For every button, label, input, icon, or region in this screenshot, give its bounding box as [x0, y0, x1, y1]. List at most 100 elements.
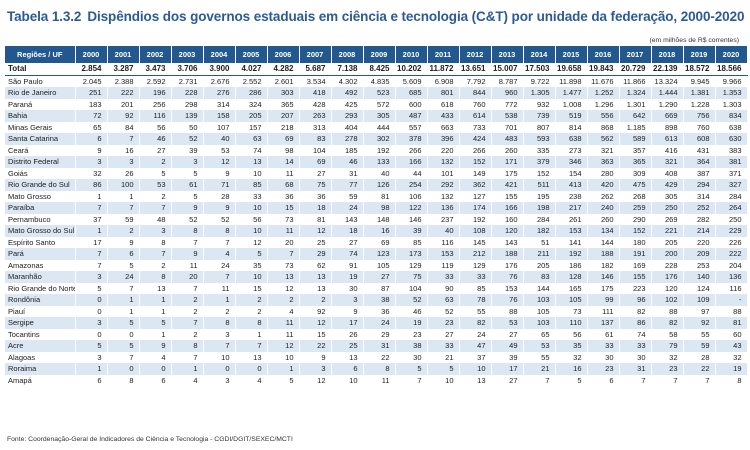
- value-cell: 183: [75, 98, 108, 110]
- header-year: 2004: [203, 46, 236, 63]
- value-cell: 149: [459, 167, 492, 179]
- value-cell: 108: [459, 225, 492, 237]
- value-cell: 21: [427, 351, 460, 363]
- value-cell: 63: [235, 133, 268, 145]
- value-cell: 32: [715, 351, 748, 363]
- value-cell: 1.477: [555, 87, 588, 99]
- value-cell: 253: [683, 259, 716, 271]
- value-cell: 8: [715, 374, 748, 386]
- value-cell: 19.658: [555, 63, 588, 76]
- value-cell: 1: [267, 363, 300, 375]
- value-cell: 104: [299, 144, 332, 156]
- value-cell: 5: [75, 282, 108, 294]
- header-year: 2015: [555, 46, 588, 63]
- value-cell: 932: [523, 98, 556, 110]
- value-cell: 433: [427, 110, 460, 122]
- header-year: 2013: [491, 46, 524, 63]
- region-name: Tocantins: [5, 328, 76, 340]
- value-cell: 39: [171, 144, 204, 156]
- value-cell: 2: [139, 190, 172, 202]
- value-cell: 107: [203, 121, 236, 133]
- value-cell: 39: [491, 351, 524, 363]
- value-cell: 5.687: [299, 63, 332, 76]
- value-cell: 32: [555, 351, 588, 363]
- value-cell: 4.282: [267, 63, 300, 76]
- value-cell: 129: [395, 259, 428, 271]
- value-cell: 475: [619, 179, 652, 191]
- value-cell: 92: [299, 305, 332, 317]
- value-cell: 2.731: [171, 75, 204, 87]
- value-cell: 103: [523, 317, 556, 329]
- value-cell: 10: [427, 374, 460, 386]
- value-cell: 15: [235, 282, 268, 294]
- table-row: Rio Grande do Sul 86 100 53 61 71 85 68 75 77 126 2…: [5, 179, 748, 191]
- region-name: Amapá: [5, 374, 76, 386]
- value-cell: 78: [459, 294, 492, 306]
- value-cell: 200: [651, 248, 684, 260]
- value-cell: 7: [267, 248, 300, 260]
- value-cell: 701: [491, 121, 524, 133]
- value-cell: 120: [491, 225, 524, 237]
- header-year: 2000: [75, 46, 108, 63]
- value-cell: 814: [555, 121, 588, 133]
- value-cell: 614: [459, 110, 492, 122]
- value-cell: 74: [235, 144, 268, 156]
- value-cell: 101: [427, 167, 460, 179]
- source-note: Fonte: Coordenação-Geral de Indicadores …: [7, 436, 293, 443]
- value-cell: 2: [171, 294, 204, 306]
- value-cell: 1: [75, 363, 108, 375]
- value-cell: 492: [331, 87, 364, 99]
- value-cell: 9.722: [523, 75, 556, 87]
- value-cell: 309: [619, 167, 652, 179]
- value-cell: 11: [267, 317, 300, 329]
- value-cell: 8: [235, 317, 268, 329]
- value-cell: 2: [235, 294, 268, 306]
- value-cell: 23: [395, 328, 428, 340]
- value-cell: 22.139: [651, 63, 684, 76]
- value-cell: 205: [651, 236, 684, 248]
- value-cell: 284: [523, 213, 556, 225]
- value-cell: 16: [555, 363, 588, 375]
- value-cell: 83: [523, 271, 556, 283]
- value-cell: 58: [651, 328, 684, 340]
- value-cell: 92: [107, 110, 140, 122]
- value-cell: 12: [299, 225, 332, 237]
- value-cell: 228: [171, 87, 204, 99]
- value-cell: 2.388: [107, 75, 140, 87]
- value-cell: 74: [331, 248, 364, 260]
- value-cell: 24: [107, 271, 140, 283]
- value-cell: 33: [587, 340, 620, 352]
- value-cell: 292: [427, 179, 460, 191]
- value-cell: 663: [427, 121, 460, 133]
- value-cell: 263: [299, 110, 332, 122]
- value-cell: 8: [107, 374, 140, 386]
- value-cell: 834: [715, 110, 748, 122]
- value-cell: 8: [139, 236, 172, 248]
- value-cell: 327: [715, 179, 748, 191]
- value-cell: 3: [171, 156, 204, 168]
- total-row: Total 2.854 3.287 3.473 3.706 3.900 4.027 4.282…: [5, 63, 748, 76]
- value-cell: 155: [491, 190, 524, 202]
- value-cell: 182: [587, 259, 620, 271]
- value-cell: 5: [267, 374, 300, 386]
- value-cell: 27: [427, 328, 460, 340]
- header-year: 2005: [235, 46, 268, 63]
- value-cell: 11.676: [587, 75, 620, 87]
- value-cell: 6: [107, 248, 140, 260]
- value-cell: 266: [395, 144, 428, 156]
- value-cell: 12: [267, 340, 300, 352]
- value-cell: 17.503: [523, 63, 556, 76]
- value-cell: 314: [683, 190, 716, 202]
- value-cell: 132: [427, 190, 460, 202]
- value-cell: 207: [267, 110, 300, 122]
- value-cell: 733: [459, 121, 492, 133]
- header-year: 2014: [523, 46, 556, 63]
- value-cell: 87: [363, 282, 396, 294]
- value-cell: 7: [171, 317, 204, 329]
- region-name: Rio de Janeiro: [5, 87, 76, 99]
- value-cell: 1: [203, 294, 236, 306]
- value-cell: 196: [139, 87, 172, 99]
- value-cell: 31: [363, 340, 396, 352]
- value-cell: 182: [523, 225, 556, 237]
- value-cell: 46: [139, 133, 172, 145]
